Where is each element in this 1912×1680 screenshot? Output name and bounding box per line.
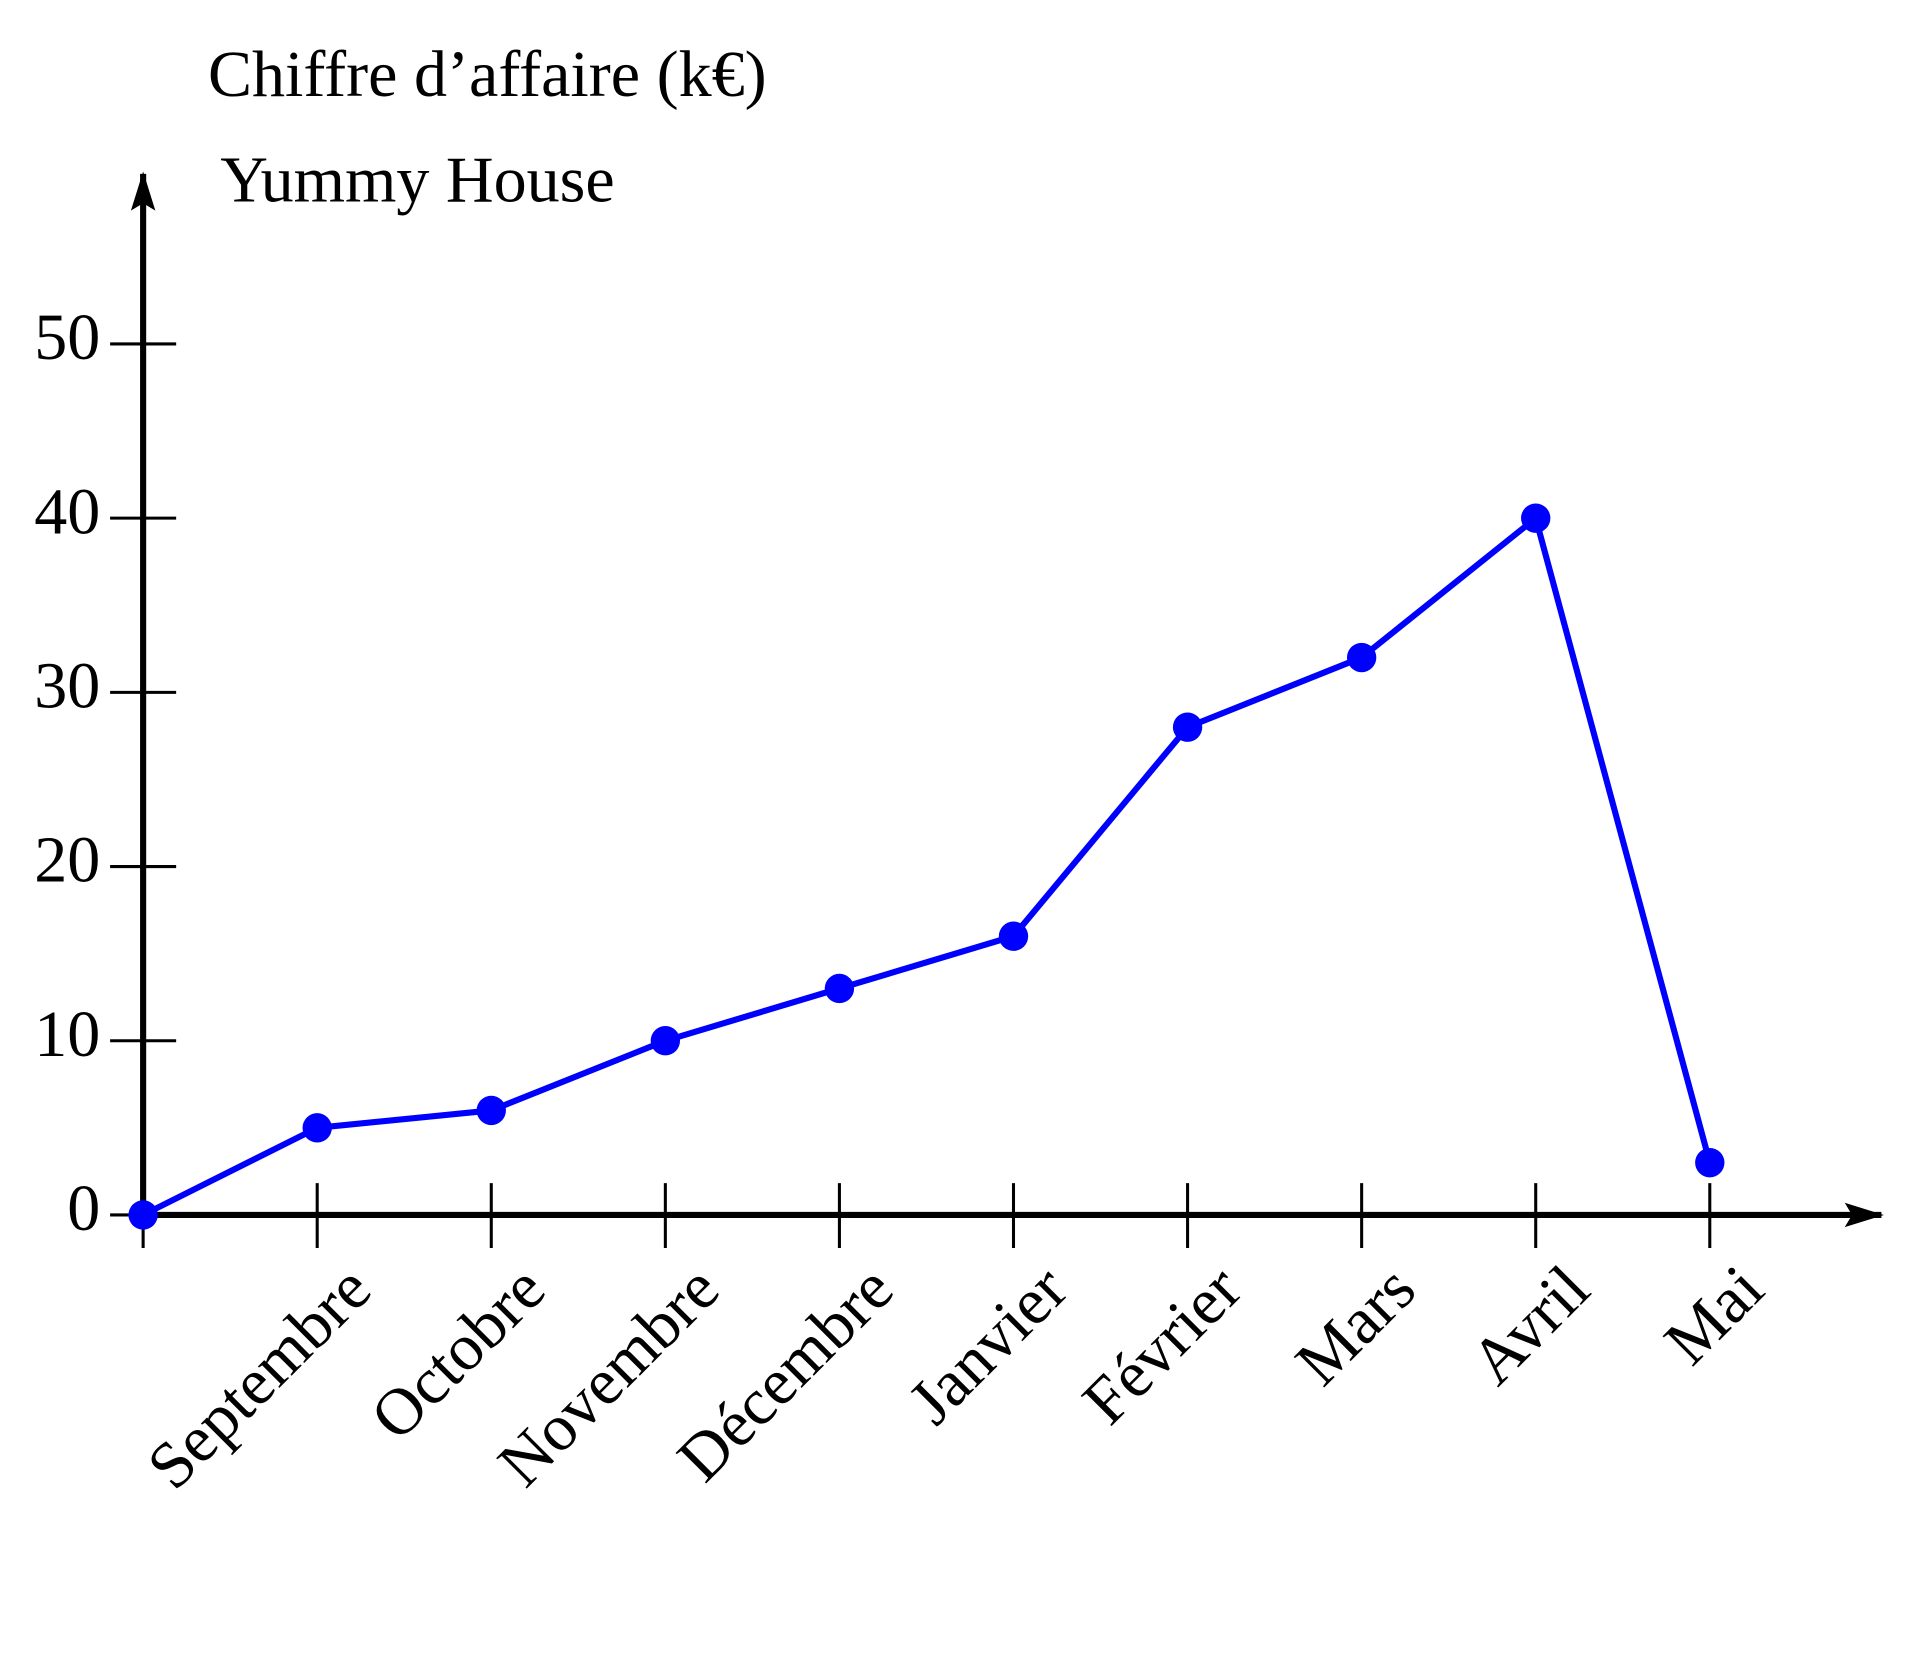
y-tick-label: 40: [34, 475, 100, 548]
data-point: [1346, 642, 1377, 673]
data-point: [128, 1200, 158, 1230]
y-tick-label: 0: [67, 1172, 100, 1245]
data-point: [476, 1095, 506, 1126]
x-tick-label: Janvier: [895, 1252, 1081, 1438]
x-tick-label: Septembre: [134, 1252, 385, 1503]
chart-subtitle: Yummy House: [220, 143, 614, 216]
data-point: [1521, 503, 1551, 533]
data-point: [650, 1026, 681, 1056]
x-tick-label: Février: [1069, 1252, 1255, 1438]
x-tick-label: Mai: [1651, 1252, 1778, 1379]
y-tick-label: 50: [34, 301, 100, 374]
chart-title: Chiffre d’affaire (k€): [208, 38, 767, 111]
data-point: [302, 1113, 332, 1143]
y-tick-label: 20: [34, 824, 100, 897]
data-point: [1695, 1147, 1725, 1178]
y-tick-label: 10: [34, 998, 100, 1071]
data-point: [998, 921, 1029, 951]
x-tick-label: Mars: [1282, 1252, 1430, 1400]
y-tick-label: 30: [34, 650, 100, 723]
data-point: [824, 973, 855, 1004]
y-axis-arrow: [130, 171, 156, 211]
x-tick-label: Avril: [1457, 1252, 1604, 1399]
data-point: [1172, 712, 1203, 742]
x-axis-arrow: [1844, 1202, 1884, 1228]
series-line: [141, 515, 1713, 1218]
